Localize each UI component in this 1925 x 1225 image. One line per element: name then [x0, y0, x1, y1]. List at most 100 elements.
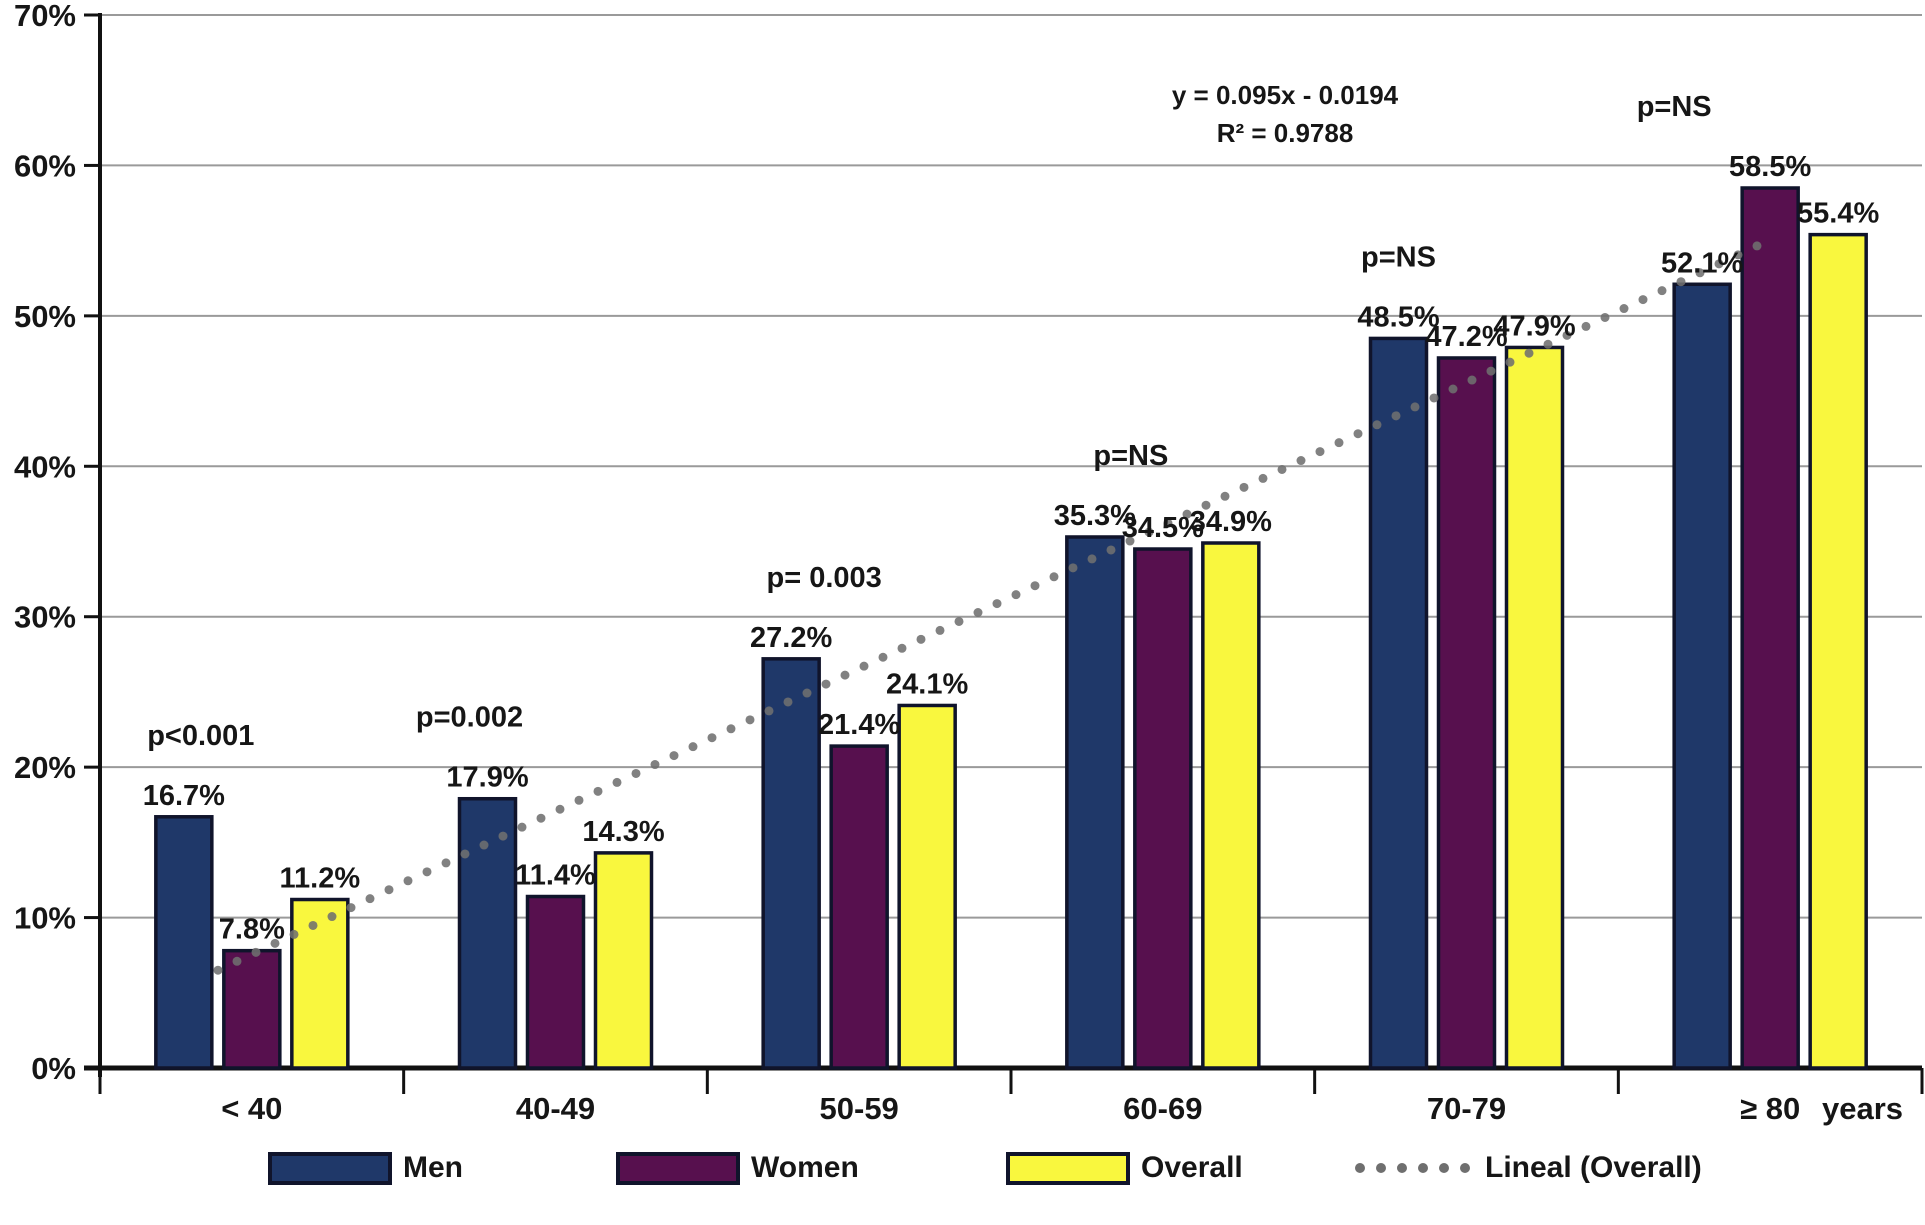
bar-value-label: 14.3%: [582, 816, 664, 848]
trend-dot: [1106, 545, 1116, 555]
trend-dot: [1258, 473, 1268, 483]
trend-dot: [954, 616, 964, 626]
trend-dot: [555, 804, 565, 814]
y-tick-label: 30%: [14, 600, 76, 635]
trend-dot: [802, 688, 812, 698]
trend-dot: [1581, 321, 1591, 331]
bar-women-1: [525, 894, 586, 1070]
trend-dot: [1144, 527, 1154, 537]
trend-dot: [1467, 375, 1477, 385]
trend-dot: [1315, 447, 1325, 457]
trend-equation: y = 0.095x - 0.0194: [1172, 80, 1399, 110]
bar-value-label: 47.2%: [1425, 321, 1507, 353]
x-category-label: 40-49: [516, 1091, 595, 1126]
legend-item-women: Women: [616, 1148, 859, 1188]
bar-overall-2: [897, 703, 957, 1070]
trend-dot: [1353, 429, 1363, 439]
trend-dot: [631, 768, 641, 778]
y-tick-label: 0%: [31, 1051, 76, 1086]
trend-dot: [1182, 509, 1192, 519]
bar-men-2: [761, 657, 821, 1070]
trend-legend-dots: [1355, 1163, 1470, 1173]
trend-dot: [574, 795, 584, 805]
trend-dot: [1087, 554, 1097, 564]
bar-value-label: 7.8%: [219, 914, 285, 946]
trend-dot: [1695, 268, 1705, 278]
trend-dot: [1410, 402, 1420, 412]
trend-dot: [365, 894, 375, 904]
trend-dot: [1011, 590, 1021, 600]
bar-men-1: [457, 796, 518, 1070]
x-category-label: < 40: [221, 1091, 282, 1126]
trend-dot: [650, 760, 660, 770]
p-value-label: p=NS: [1361, 241, 1436, 273]
trend-dot: [1163, 518, 1173, 528]
trend-dot: [1201, 500, 1211, 510]
trend-dot: [821, 679, 831, 689]
trend-dot: [1562, 330, 1572, 340]
legend-item-men: Men: [268, 1148, 463, 1188]
trend-dot: [783, 697, 793, 707]
trend-dot: [289, 929, 299, 939]
x-axis-unit-label: years: [1822, 1091, 1903, 1126]
bar-value-label: 11.2%: [280, 863, 361, 895]
bar-value-label: 34.5%: [1122, 512, 1204, 544]
bar-value-label: 16.7%: [143, 780, 225, 812]
trend-dot: [878, 652, 888, 662]
trend-dot: [517, 822, 527, 832]
bar-value-label: 24.1%: [886, 668, 968, 700]
legend-swatch-women: [616, 1151, 740, 1185]
y-tick-label: 60%: [14, 148, 76, 183]
x-category-label: 70-79: [1427, 1091, 1506, 1126]
trend-dot: [232, 956, 242, 966]
legend-swatch-men: [268, 1151, 392, 1185]
y-tick-label: 40%: [14, 449, 76, 484]
trend-dot: [460, 849, 470, 859]
bar-men-4: [1368, 336, 1429, 1070]
trend-dot: [346, 903, 356, 913]
bar-women-4: [1436, 356, 1497, 1070]
bar-overall-5: [1808, 232, 1868, 1070]
bar-value-label: 11.4%: [515, 860, 596, 892]
bar-value-label: 58.5%: [1729, 151, 1811, 183]
legend-label-men: Men: [403, 1151, 463, 1184]
p-value-label: p=NS: [1093, 440, 1168, 472]
trend-dot: [1296, 456, 1306, 466]
p-value-label: p=0.002: [416, 702, 523, 734]
trend-dot: [669, 751, 679, 761]
trend-dot: [1277, 464, 1287, 474]
trend-dot: [1429, 393, 1439, 403]
trend-dot: [1733, 250, 1743, 260]
trend-dot: [308, 920, 318, 930]
trend-dot: [327, 912, 337, 922]
trend-dot: [992, 599, 1002, 609]
trend-dot: [1638, 295, 1648, 305]
bar-value-label: 35.3%: [1054, 500, 1136, 532]
x-category-label: 60-69: [1123, 1091, 1202, 1126]
trend-dot: [1543, 339, 1553, 349]
trend-dot: [897, 643, 907, 653]
bar-men-3: [1065, 535, 1125, 1070]
legend-label-trendline: Lineal (Overall): [1485, 1151, 1702, 1184]
bar-value-label: 27.2%: [750, 622, 832, 654]
trend-dot: [688, 742, 698, 752]
bar-women-0: [222, 948, 282, 1070]
bar-women-5: [1740, 186, 1800, 1070]
trend-dot: [498, 831, 508, 841]
trend-dot: [270, 938, 280, 948]
bar-women-3: [1133, 547, 1193, 1070]
p-value-label: p= 0.003: [767, 562, 882, 594]
trend-dot: [1049, 572, 1059, 582]
trend-dot: [479, 840, 489, 850]
legend-item-trendline: Lineal (Overall): [1352, 1148, 1702, 1188]
trend-dot: [1752, 241, 1762, 251]
trend-dot: [840, 670, 850, 680]
y-tick-label: 50%: [14, 299, 76, 334]
bar-overall-0: [290, 897, 350, 1070]
trend-r-squared: R² = 0.9788: [1217, 118, 1354, 148]
trend-dot: [1600, 312, 1610, 322]
bar-value-label: 34.9%: [1190, 506, 1272, 538]
trend-dot: [1714, 259, 1724, 269]
